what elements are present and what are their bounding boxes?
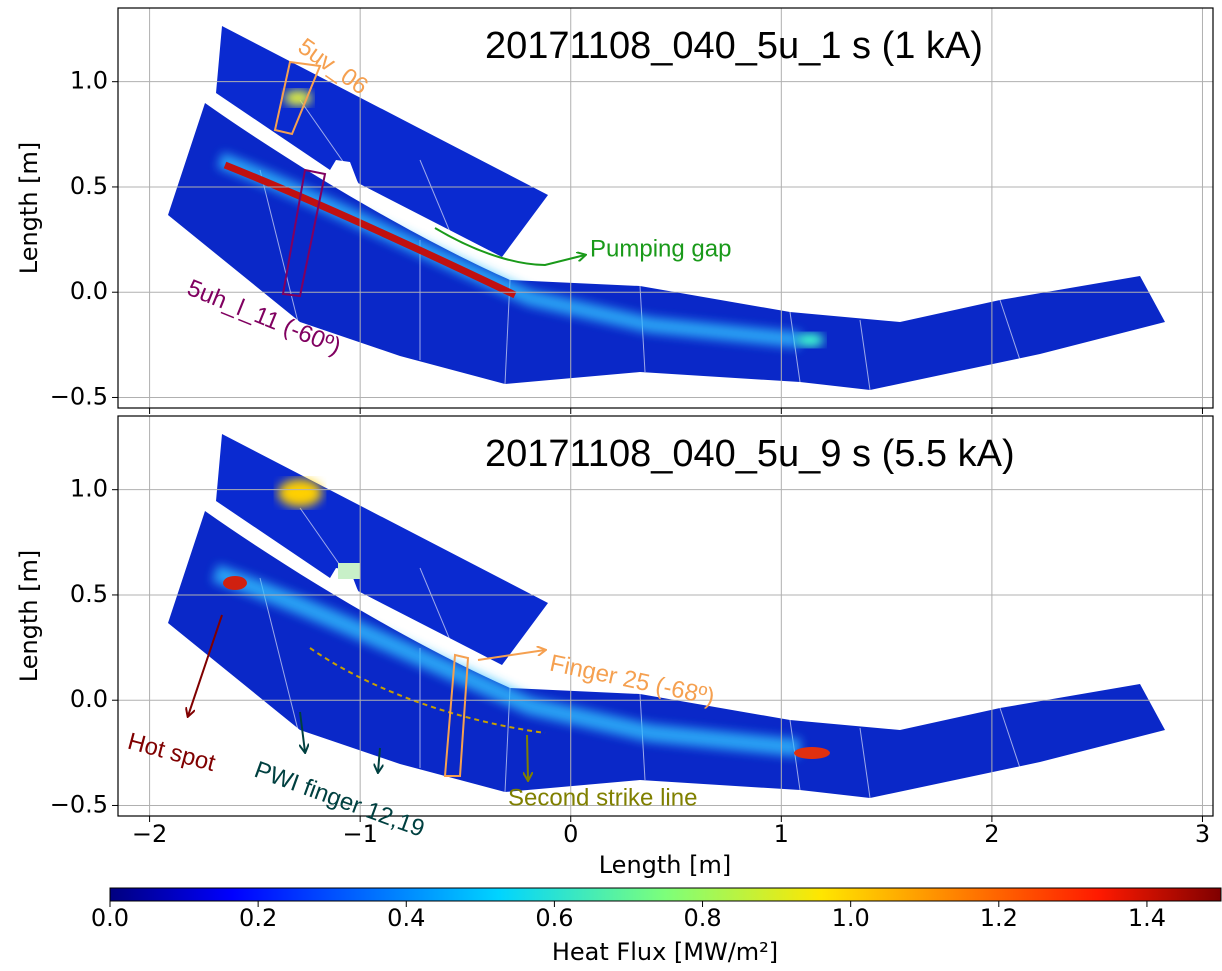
x-tick-label: 3 [1195,820,1210,848]
panel-title: 20171108_040_5u_1 s (1 kA) [485,25,983,67]
segment-edge [299,99,359,184]
axes-frame [117,7,1214,409]
second-strike [309,647,546,734]
arrow [434,227,585,267]
segment-edge [999,707,1021,769]
divertor-lower [168,103,1165,390]
colorbar-tick-label: 0.8 [683,904,721,932]
colorbar-tick-label: 0.2 [239,904,277,932]
probe-box [273,60,322,136]
x-tick-label: −1 [342,820,377,848]
y-tick-label: 0.5 [70,172,108,200]
hot-region [278,479,322,507]
hot-region [796,333,824,347]
segment-edge [859,727,871,799]
segment-edge [259,577,301,739]
arrow [378,747,380,772]
divertor-upper [216,26,548,257]
y-tick-label: 1.0 [70,67,108,95]
x-tick-label: 0 [563,820,578,848]
segment-edge [859,319,871,391]
annotation: Second strike line [508,784,697,811]
segment-edge [419,567,461,665]
annotation: Pumping gap [590,235,731,262]
colorbar-tick-label: 1.2 [980,904,1018,932]
y-axis-label: Length [m] [15,142,43,275]
arrow [477,650,545,661]
glow [212,564,801,757]
hot-region [223,576,247,590]
divertor-lower [168,511,1165,798]
x-tick-label: 2 [984,820,999,848]
annotation: PWI finger 12,19 [251,756,428,843]
hot-region [794,747,830,759]
heatmap [168,434,1165,799]
arrow [188,614,223,716]
probe-box [443,653,470,777]
arrow [527,734,528,780]
y-tick-label: 0.0 [70,277,108,305]
x-tick-label: 1 [774,820,789,848]
axes-frame [117,415,1214,817]
y-tick-label: −0.5 [50,382,108,410]
segment-edge [259,169,301,331]
probe-box [281,168,327,298]
panel-title: 20171108_040_5u_9 s (5.5 kA) [485,433,1015,475]
colorbar-tick-label: 0.6 [535,904,573,932]
y-tick-label: −0.5 [50,790,108,818]
colorbar-tick-label: 0.4 [387,904,425,932]
segment-edge [419,159,461,257]
x-axis-label: Length [m] [599,851,732,879]
annotation: Hot spot [125,728,219,777]
segment-edge [999,299,1021,361]
gap-patch [338,563,360,579]
y-tick-label: 0.5 [70,580,108,608]
colorbar-tick-label: 1.0 [832,904,870,932]
y-axis-label: Length [m] [15,550,43,683]
colorbar-label: Heat Flux [MW/m²] [552,938,778,966]
colorbar-tick-label: 0.0 [91,904,129,932]
x-tick-label: −2 [132,820,167,848]
hot-stripe [223,161,517,299]
y-tick-label: 0.0 [70,685,108,713]
arrow [299,711,305,752]
colorbar [109,887,1222,902]
colorbar-tick-label: 1.4 [1128,904,1166,932]
y-tick-label: 1.0 [70,475,108,503]
